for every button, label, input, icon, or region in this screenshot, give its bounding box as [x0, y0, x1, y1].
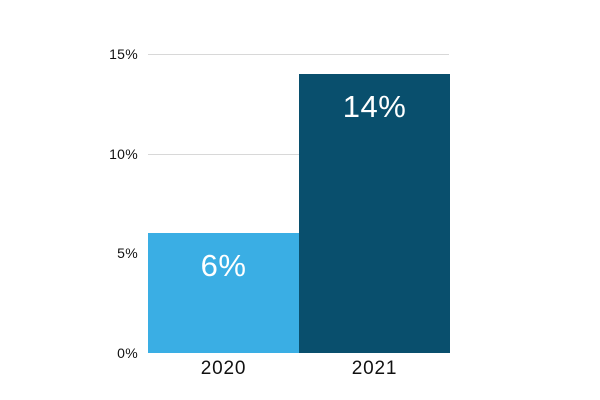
y-tick-label: 15%	[109, 46, 138, 62]
bar-2021: 14%	[299, 74, 450, 353]
y-tick-label: 5%	[117, 245, 138, 261]
y-tick-label: 10%	[109, 146, 138, 162]
gridline-10pct	[148, 154, 449, 155]
bar-value-label: 14%	[342, 89, 407, 124]
bar-value-label: 6%	[200, 248, 247, 283]
y-tick-label: 0%	[117, 345, 138, 361]
x-axis-label-2021: 2021	[351, 358, 398, 379]
x-axis-label-2020: 2020	[200, 358, 247, 379]
bar-2020: 6%	[148, 233, 299, 353]
gridline-15pct	[148, 54, 449, 55]
